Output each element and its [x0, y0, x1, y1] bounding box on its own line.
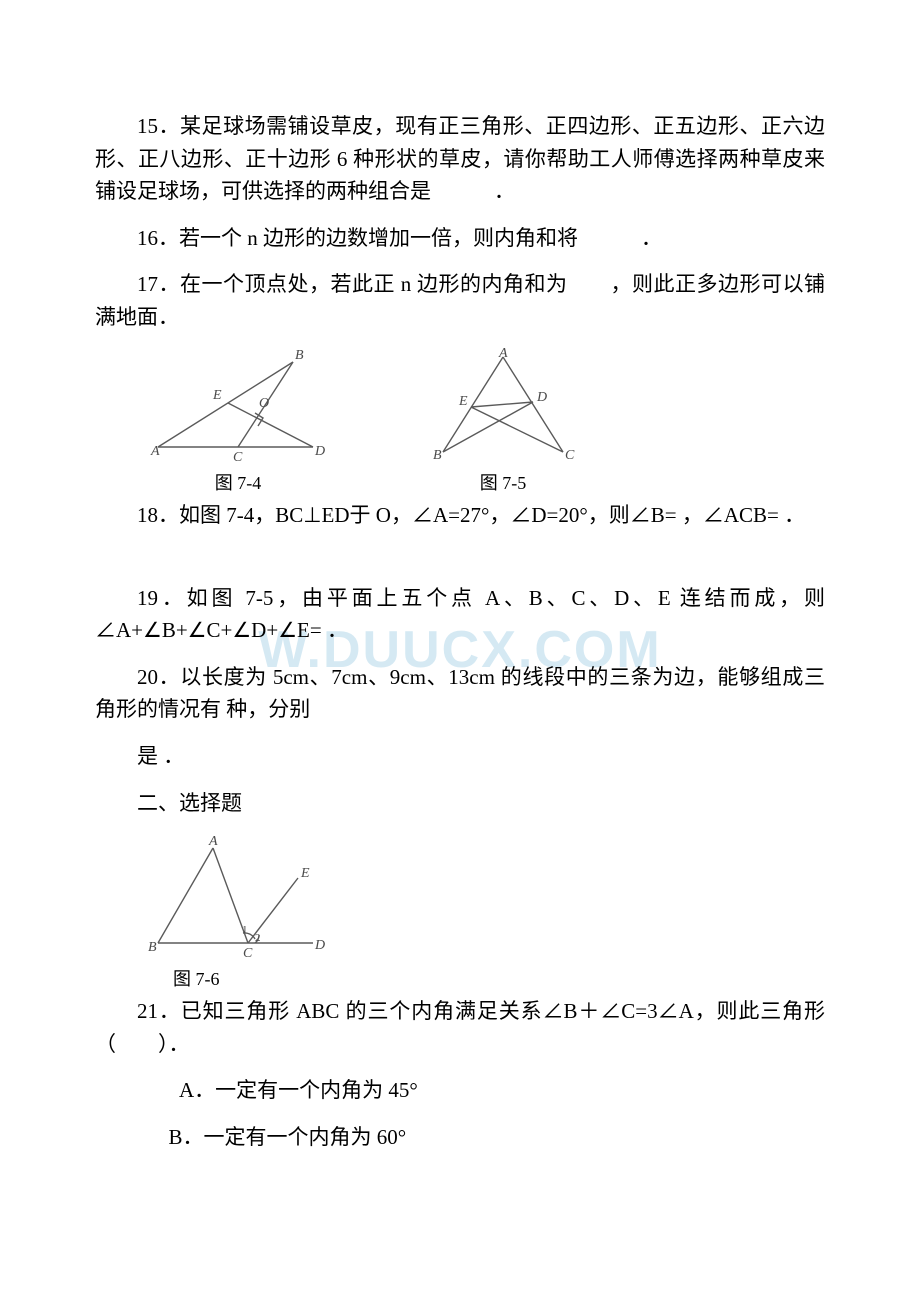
question-21: 21．已知三角形 ABC 的三个内角满足关系∠B＋∠C=3∠A，则此三角形（ ）… — [95, 995, 825, 1060]
figure-7-6-caption: 图 7-6 — [173, 965, 220, 991]
question-21-option-a: A．一定有一个内角为 45° — [95, 1074, 825, 1107]
question-20-cont: 是 ． — [95, 740, 825, 773]
fig76-label-E: E — [300, 866, 310, 881]
question-19: 19．如图 7-5，由平面上五个点 A、B、C、D、E 连结而成，则∠A+∠B+… — [95, 582, 825, 647]
figure-7-4: A B C D E O 图 7-4 — [143, 347, 333, 495]
figure-7-5: A B C D E 图 7-5 — [413, 347, 593, 495]
figure-7-5-caption: 图 7-5 — [480, 469, 527, 495]
figure-7-6: A B C D E 1 2 图 7-6 — [143, 833, 825, 991]
spacer — [95, 546, 825, 568]
question-17: 17．在一个顶点处，若此正 n 边形的内角和为 ，则此正多边形可以铺满地面． — [95, 268, 825, 333]
question-21-option-b: B．一定有一个内角为 60° — [95, 1121, 825, 1154]
fig76-label-C: C — [243, 946, 253, 961]
question-18: 18．如图 7-4，BC⊥ED于 O，∠A=27°，∠D=20°，则∠B= ，∠… — [95, 499, 825, 532]
fig75-label-B: B — [433, 448, 442, 463]
fig75-label-A: A — [498, 347, 508, 361]
fig76-label-A: A — [208, 834, 218, 849]
fig76-label-2: 2 — [255, 932, 261, 944]
fig74-label-E: E — [212, 388, 222, 403]
question-20: 20．以长度为 5cm、7cm、9cm、13cm 的线段中的三条为边，能够组成三… — [95, 661, 825, 726]
fig74-label-C: C — [233, 450, 243, 465]
fig75-label-C: C — [565, 448, 575, 463]
fig76-label-D: D — [314, 938, 325, 953]
fig76-label-B: B — [148, 940, 157, 955]
figure-7-4-caption: 图 7-4 — [215, 469, 262, 495]
fig74-label-D: D — [314, 444, 325, 459]
section-2-heading: 二、选择题 — [95, 787, 825, 820]
fig74-label-A: A — [150, 444, 160, 459]
question-16: 16．若一个 n 边形的边数增加一倍，则内角和将 ． — [95, 222, 825, 255]
fig74-label-O: O — [259, 396, 269, 411]
figures-row-74-75: A B C D E O 图 7-4 — [143, 347, 825, 495]
question-15: 15．某足球场需铺设草皮，现有正三角形、正四边形、正五边形、正六边形、正八边形、… — [95, 110, 825, 208]
fig75-label-D: D — [536, 390, 547, 405]
fig75-label-E: E — [458, 394, 468, 409]
fig76-label-1: 1 — [242, 924, 248, 936]
fig74-label-B: B — [295, 348, 304, 363]
